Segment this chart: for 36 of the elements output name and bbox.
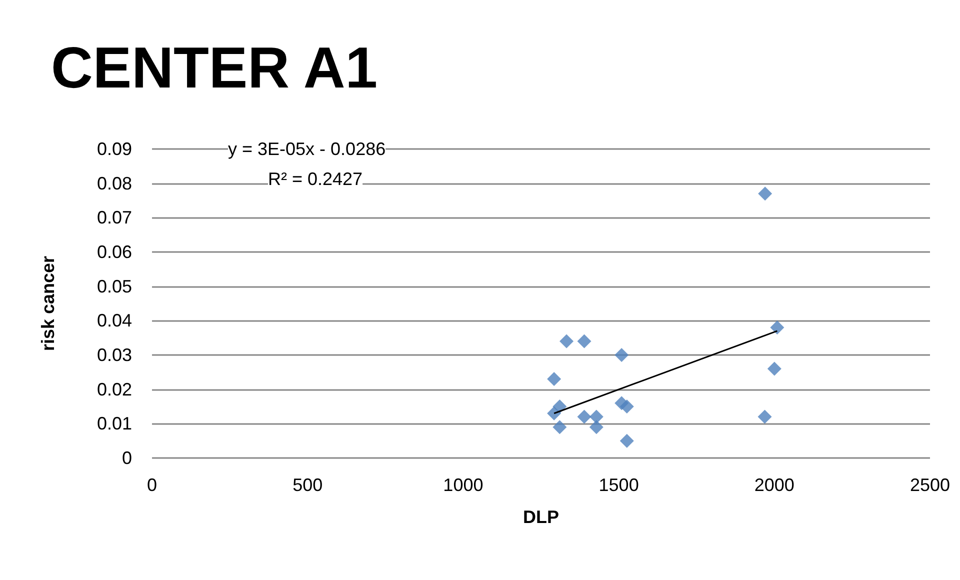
point bbox=[767, 362, 782, 376]
x-axis-title: DLP bbox=[523, 507, 559, 527]
y-tick-label: 0.07 bbox=[96, 208, 132, 228]
y-tick-label: 0.09 bbox=[96, 139, 132, 159]
point bbox=[758, 186, 772, 201]
y-tick-label: 0.05 bbox=[96, 276, 132, 296]
y-tick-label: 0.03 bbox=[96, 345, 132, 365]
x-tick-label: 2500 bbox=[910, 475, 950, 495]
x-tick-label: 0 bbox=[146, 475, 158, 495]
point bbox=[620, 434, 634, 448]
y-tick-label: 0.08 bbox=[96, 173, 132, 194]
point bbox=[577, 334, 592, 348]
point bbox=[552, 420, 567, 434]
x-tick-label: 1000 bbox=[443, 475, 484, 495]
point bbox=[552, 400, 567, 414]
point bbox=[758, 410, 772, 424]
point bbox=[770, 320, 784, 335]
point bbox=[589, 420, 604, 434]
y-tick-label: 0.01 bbox=[96, 414, 132, 434]
annotation: y = 3E-05x - 0.0286 bbox=[228, 139, 386, 159]
point bbox=[577, 410, 592, 424]
y-tick-label: 0.02 bbox=[96, 379, 132, 400]
x-tick-label: 1500 bbox=[598, 475, 639, 495]
point bbox=[620, 400, 634, 414]
point bbox=[589, 410, 604, 424]
y-tick-label: 0.04 bbox=[96, 310, 132, 331]
point bbox=[614, 348, 629, 362]
y-tick-label: 0 bbox=[122, 448, 132, 468]
x-tick-label: 2000 bbox=[754, 475, 794, 495]
annotation: R² = 0.2427 bbox=[268, 169, 363, 189]
point bbox=[560, 334, 574, 348]
point bbox=[547, 372, 562, 386]
chart-title: CENTER A1 bbox=[51, 36, 378, 100]
y-tick-label: 0.06 bbox=[96, 242, 132, 262]
y-axis-title: risk cancer bbox=[38, 256, 58, 352]
x-tick-label: 500 bbox=[292, 475, 323, 495]
